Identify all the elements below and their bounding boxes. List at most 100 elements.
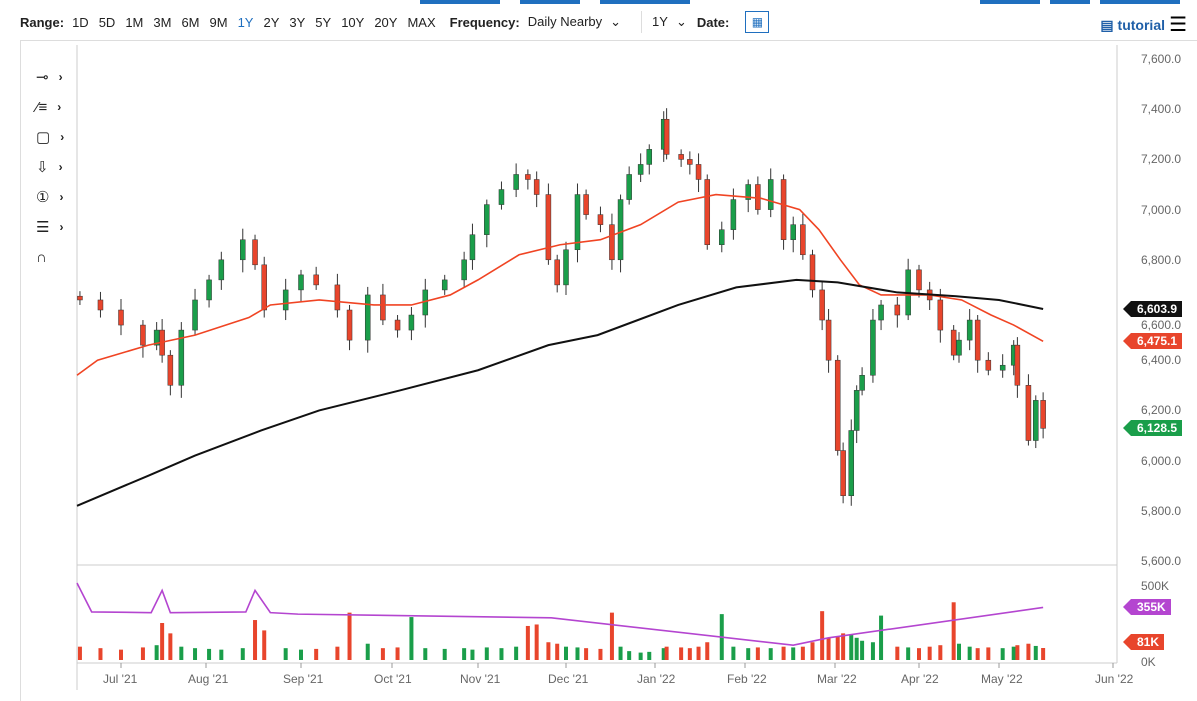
candle-body — [282, 289, 289, 311]
candle-body — [695, 164, 702, 180]
candle-body — [380, 294, 386, 321]
candle-body — [704, 179, 711, 245]
candle-body — [313, 274, 319, 286]
range-1m[interactable]: 1M — [125, 14, 144, 30]
candle-body — [950, 329, 957, 356]
arrow-tool[interactable]: ⇩ › — [36, 152, 64, 182]
hamburger-menu-icon[interactable]: ☰ — [1169, 14, 1187, 36]
volume-bar — [179, 646, 184, 660]
ma-short-line — [76, 193, 1044, 376]
range-5y[interactable]: 5Y — [315, 14, 332, 30]
numbered-circle-icon: ① — [36, 189, 50, 206]
range-2y[interactable]: 2Y — [263, 14, 280, 30]
volume-bar — [1011, 646, 1016, 660]
volume-bar — [546, 642, 551, 660]
volume-bar — [627, 651, 632, 660]
volume-bar — [791, 647, 796, 660]
fibonacci-tool[interactable]: ☰ › — [36, 212, 64, 242]
volume-bar — [534, 624, 539, 660]
volume-bar — [168, 633, 173, 660]
candle-body — [809, 254, 816, 291]
candle-body — [617, 199, 624, 261]
candle-body — [484, 204, 490, 235]
candle-body — [637, 164, 644, 175]
candle-body — [755, 184, 761, 210]
volume-bar — [906, 647, 911, 660]
chevron-right-icon: › — [58, 70, 63, 84]
volume-bar — [879, 615, 884, 660]
counter-tool[interactable]: ① › — [36, 182, 64, 212]
range-1d[interactable]: 1D — [72, 14, 89, 30]
range-3m[interactable]: 3M — [153, 14, 172, 30]
candle-body — [745, 184, 751, 200]
volume-bar — [470, 649, 475, 660]
volume-bar — [938, 645, 943, 660]
volume-bar — [314, 648, 319, 660]
candle-body — [678, 154, 684, 160]
trendline-tool[interactable]: ⁄≡ › — [36, 92, 64, 122]
volume-bar — [618, 646, 623, 660]
frequency-dropdown[interactable]: Daily Nearby ⌄ — [528, 14, 631, 30]
candle-body — [730, 199, 737, 230]
volume-bar — [262, 630, 267, 660]
volume-bar — [423, 648, 428, 660]
magnet-icon: ∩ — [36, 248, 47, 266]
candle-body — [1025, 385, 1032, 441]
candle-body — [153, 329, 160, 346]
top-tab-strip — [0, 0, 1197, 4]
volume-bar — [696, 646, 701, 660]
crosshair-tool[interactable]: ⊸ › — [36, 62, 64, 92]
volume-tick-label: 0K — [1141, 655, 1156, 669]
candle-body — [192, 299, 198, 331]
divider — [641, 11, 643, 33]
range-3y[interactable]: 3Y — [289, 14, 306, 30]
range-1y[interactable]: 1Y — [237, 14, 254, 30]
volume-bar — [917, 648, 921, 660]
volume-bar — [365, 643, 370, 660]
volume-bar — [1026, 643, 1031, 660]
tutorial-link[interactable]: ▤ tutorial — [1100, 17, 1165, 34]
candle-body — [563, 249, 569, 286]
volume-bar — [1033, 645, 1038, 660]
candle-body — [545, 194, 552, 261]
volume-bar — [957, 643, 961, 660]
chevron-right-icon: › — [60, 130, 65, 144]
range-9m[interactable]: 9M — [209, 14, 228, 30]
volume-bar — [854, 637, 859, 660]
volume-bar — [927, 646, 932, 660]
volume-bar — [484, 647, 489, 660]
candle-body — [646, 149, 653, 165]
volume-bar — [555, 643, 560, 660]
candle-body — [1040, 400, 1046, 429]
candle-body — [767, 179, 774, 210]
range-20y[interactable]: 20Y — [374, 14, 398, 30]
volume-bar — [967, 646, 972, 660]
volume-bar — [525, 625, 530, 660]
candle-body — [663, 118, 670, 155]
rectangle-icon: ▢ — [36, 129, 51, 146]
volume-bar — [768, 648, 773, 660]
rectangle-tool[interactable]: ▢ › — [36, 122, 64, 152]
candle-body — [97, 299, 104, 311]
candle-body — [298, 274, 304, 291]
volume-bar — [895, 646, 900, 660]
candle-body — [609, 224, 615, 261]
ma-long-line — [76, 278, 1044, 507]
film-icon: ▤ — [1100, 17, 1114, 33]
magnet-tool[interactable]: ∩ — [36, 242, 64, 272]
x-tick-label: Feb '22 — [727, 672, 767, 686]
candle-body — [819, 289, 825, 321]
volume-bar — [193, 648, 198, 660]
candle-body — [554, 259, 560, 286]
last-value-tag-ma-long: 6,603.9 — [1122, 301, 1183, 317]
calendar-icon[interactable]: ▦ — [745, 11, 770, 33]
candle-body — [870, 319, 876, 376]
range-6m[interactable]: 6M — [181, 14, 200, 30]
candle-body — [894, 304, 901, 316]
range-10y[interactable]: 10Y — [341, 14, 365, 30]
chevron-right-icon: › — [59, 190, 64, 204]
range-max[interactable]: MAX — [407, 14, 436, 30]
range-5d[interactable]: 5D — [98, 14, 116, 30]
period-dropdown[interactable]: 1Y ⌄ — [652, 14, 697, 30]
